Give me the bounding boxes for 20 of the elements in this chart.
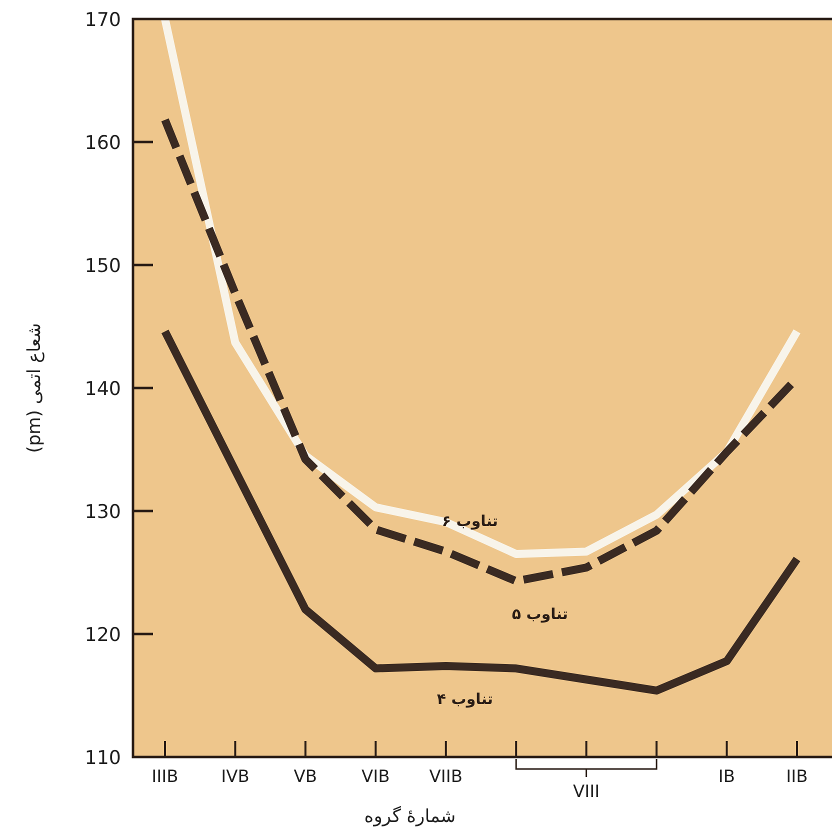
series-label: تناوب ۵ <box>512 605 568 624</box>
y-tick-label: 160 <box>84 132 121 154</box>
x-tick-label: IVB <box>221 767 250 787</box>
x-tick-label: VIB <box>362 767 390 787</box>
y-tick-label: 130 <box>84 501 121 523</box>
x-tick-label: VB <box>294 767 318 787</box>
x-tick-label: VIIB <box>429 767 463 787</box>
y-tick-label: 150 <box>84 255 121 277</box>
series-label: تناوب ۴ <box>436 690 494 708</box>
y-axis-title: شعاع اتمی (pm) <box>24 323 45 453</box>
x-tick-label: IIB <box>786 767 808 787</box>
x-axis-title: شمارهٔ گروه <box>364 805 456 827</box>
y-tick-label: 110 <box>84 747 121 769</box>
x-tick-label: IB <box>718 767 736 787</box>
series-label: تناوب ۶ <box>442 512 498 530</box>
y-tick-label: 170 <box>84 9 121 31</box>
x-tick-label: IIIB <box>152 767 178 787</box>
y-tick-label: 140 <box>84 378 121 400</box>
x-tick-label: VIII <box>572 782 600 802</box>
y-tick-label: 120 <box>84 624 121 646</box>
